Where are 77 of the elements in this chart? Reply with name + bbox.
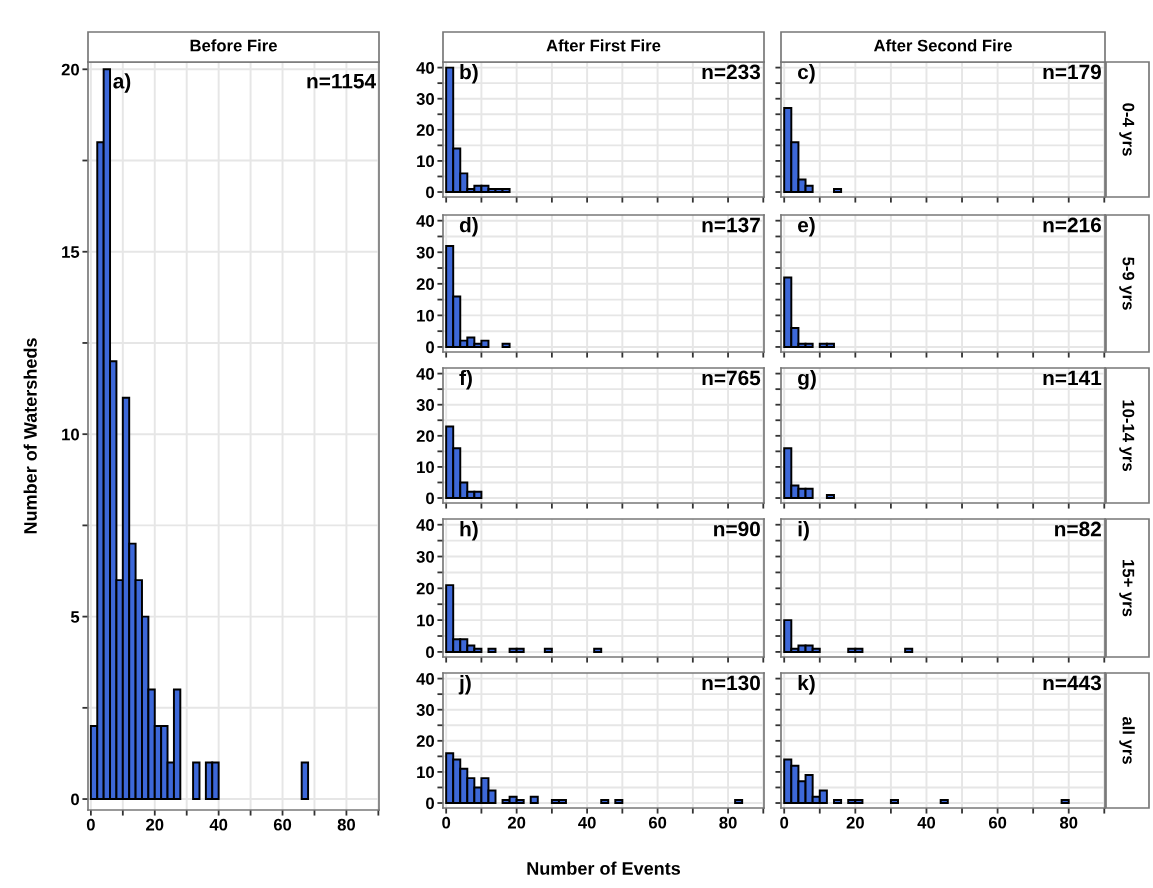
y-tick-label: 30 — [416, 399, 434, 411]
y-axis-title: Number of Watersheds — [23, 338, 37, 534]
x-tick-label: 60 — [988, 816, 1007, 829]
x-tick-label: 80 — [719, 816, 737, 829]
y-tick-label: 40 — [416, 215, 434, 227]
y-tick-label: 40 — [416, 519, 434, 531]
annotation: n=443 — [1043, 675, 1102, 691]
x-tick-label: 0 — [86, 818, 95, 831]
annotation: h) — [460, 521, 478, 541]
x-tick-label: 60 — [648, 816, 667, 829]
chart-title: After Second Fire — [873, 39, 1012, 52]
annotation: b) — [460, 64, 478, 84]
annotation: n=141 — [1043, 370, 1102, 386]
chart-title: After First Fire — [546, 39, 661, 52]
y-tick-label: 20 — [416, 582, 434, 595]
y-tick-label: 10 — [62, 428, 79, 441]
y-tick-label: 0 — [426, 492, 434, 505]
annotation: k) — [798, 675, 815, 695]
annotation: d) — [459, 217, 478, 237]
annotation: j) — [458, 675, 471, 695]
x-tick-label: 40 — [917, 816, 936, 829]
x-axis-title: Number of Events — [527, 861, 681, 875]
annotation: f) — [459, 370, 472, 390]
y-tick-label: 5 — [70, 611, 80, 623]
annotation: n=130 — [702, 675, 760, 691]
x-tick-label: 20 — [846, 816, 864, 829]
annotation: n=233 — [702, 64, 761, 80]
y2-axis-title: 0-4 yrs — [1119, 103, 1135, 156]
annotation: n=82 — [1055, 521, 1101, 537]
y-tick-label: 15 — [62, 246, 80, 258]
y-tick-label: 30 — [416, 246, 434, 259]
x-tick-label: 80 — [1059, 816, 1078, 829]
x-tick-label: 60 — [273, 818, 292, 831]
y-tick-label: 0 — [426, 797, 434, 810]
y2-axis-title: 10-14 yrs — [1119, 400, 1135, 471]
y-tick-label: 10 — [417, 309, 434, 322]
y-tick-label: 0 — [426, 646, 434, 659]
y2-axis-title: 15+ yrs — [1119, 560, 1135, 617]
y2-axis-title: all yrs — [1119, 716, 1135, 764]
annotation: n=216 — [1043, 217, 1102, 233]
y-tick-label: 20 — [416, 124, 434, 137]
annotation: e) — [798, 217, 815, 237]
y-tick-label: 10 — [417, 614, 434, 627]
chart-title: Before Fire — [190, 39, 277, 52]
y-tick-label: 20 — [61, 63, 79, 76]
annotation: n=137 — [702, 217, 760, 233]
y-tick-label: 20 — [416, 278, 434, 291]
annotation: a) — [113, 73, 131, 93]
y-tick-label: 0 — [71, 793, 79, 806]
y-tick-label: 40 — [416, 62, 434, 74]
x-tick-label: 0 — [442, 816, 451, 829]
y-tick-label: 30 — [416, 93, 434, 105]
annotation: i) — [798, 521, 809, 541]
annotation: n=765 — [702, 370, 761, 386]
annotation: n=1154 — [307, 73, 376, 89]
y-tick-label: 0 — [426, 186, 434, 199]
y-tick-label: 10 — [417, 766, 434, 779]
annotation: n=90 — [714, 521, 760, 537]
annotation: n=179 — [1043, 64, 1101, 80]
x-tick-label: 20 — [146, 818, 164, 831]
x-tick-label: 40 — [578, 816, 596, 829]
y-tick-label: 40 — [416, 368, 434, 380]
y-tick-label: 10 — [417, 461, 434, 474]
x-tick-label: 40 — [209, 818, 228, 831]
y-tick-label: 10 — [417, 155, 434, 168]
x-tick-label: 20 — [507, 816, 526, 829]
y-tick-label: 20 — [416, 430, 434, 443]
y-tick-label: 0 — [426, 341, 434, 354]
x-tick-label: 0 — [780, 816, 789, 829]
y-tick-label: 20 — [416, 735, 434, 748]
x-tick-label: 80 — [337, 818, 356, 831]
annotation: c) — [798, 64, 815, 84]
y2-axis-title: 5-9 yrs — [1119, 257, 1135, 310]
y-tick-label: 30 — [416, 550, 434, 563]
y-tick-label: 30 — [416, 704, 434, 716]
y-tick-label: 40 — [416, 673, 434, 685]
annotation: g) — [798, 370, 816, 390]
